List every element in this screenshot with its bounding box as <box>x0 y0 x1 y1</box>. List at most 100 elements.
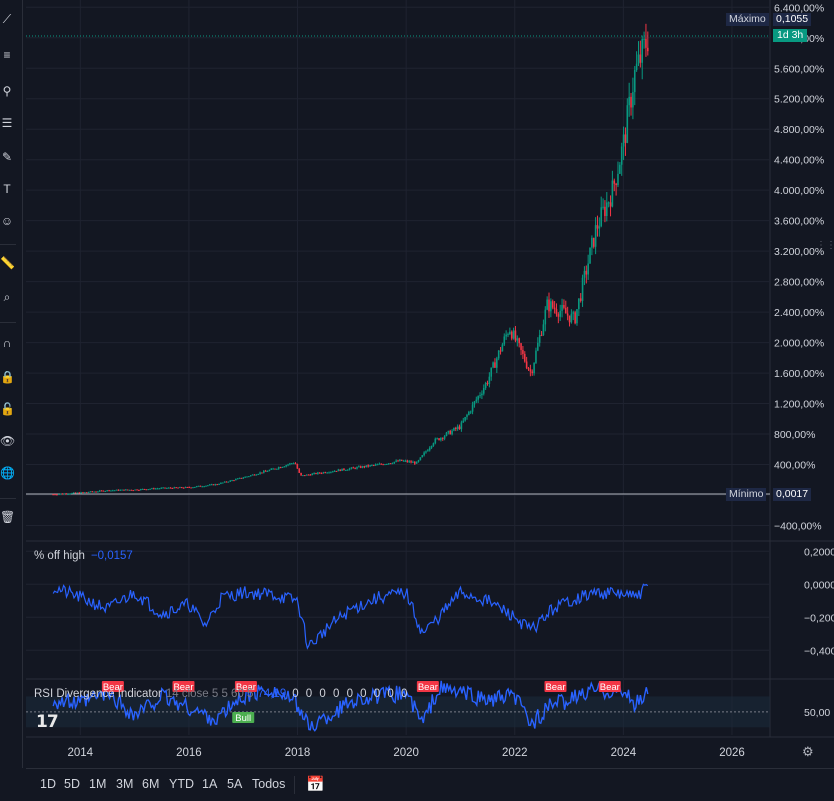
candle-body <box>236 478 239 480</box>
candle-body <box>167 487 170 489</box>
candle-body <box>423 452 425 456</box>
globe-icon[interactable]: 🌐 <box>0 466 15 480</box>
candle-body <box>164 487 166 489</box>
range-1m-button[interactable]: 1M <box>89 777 107 791</box>
candle-body <box>197 485 200 487</box>
candle-body <box>417 460 420 462</box>
forecast-icon[interactable]: ☰ <box>1 116 13 130</box>
candle-body <box>555 308 558 315</box>
fib-retracement-icon[interactable]: ≡ <box>3 48 11 62</box>
lock-icon[interactable]: 🔓 <box>0 402 15 416</box>
trash-icon[interactable]: 🗑 <box>0 510 16 524</box>
divergence-label: Bear <box>103 682 123 693</box>
candle-body <box>346 469 349 471</box>
candle-body <box>218 483 220 485</box>
candle-body <box>402 460 405 462</box>
candle-body <box>153 488 155 490</box>
range-ytd-button[interactable]: YTD <box>169 777 194 791</box>
candle-body <box>214 484 217 486</box>
candle-body <box>235 479 237 481</box>
magnet-icon[interactable]: ∩ <box>2 336 12 350</box>
price-scale-grip-icon[interactable]: ⋮⋮ <box>816 240 834 251</box>
candle-body <box>69 493 71 495</box>
candle-body <box>98 490 101 492</box>
candle-body <box>578 298 580 310</box>
y-tick-label: 400,00% <box>774 460 815 472</box>
date-range-calendar-icon[interactable]: 📅 <box>306 776 325 793</box>
candle-body <box>386 463 388 465</box>
candle-body <box>309 474 312 476</box>
candle-body <box>624 134 627 143</box>
candle-body <box>537 342 539 351</box>
candle-body <box>348 468 351 470</box>
candle-body <box>529 369 532 372</box>
range-6m-button[interactable]: 6M <box>142 777 160 791</box>
candle-body <box>266 471 269 473</box>
range-1a-button[interactable]: 1A <box>202 777 218 791</box>
candle-body <box>328 472 330 474</box>
candle-body <box>535 350 537 363</box>
candle-body <box>102 490 105 492</box>
rsi-params: 14 close 5 5 60 5 <box>165 688 254 700</box>
brush-icon[interactable]: ✎ <box>1 150 13 164</box>
candle-body <box>257 473 260 475</box>
range-5a-button[interactable]: 5A <box>227 777 243 791</box>
candle-body <box>589 247 591 264</box>
candle-body <box>246 476 248 478</box>
chart-area[interactable]: 20142016201820202022202420266.400,00%6.0… <box>26 0 834 768</box>
lock-drawing-icon[interactable]: 🔒 <box>0 370 15 384</box>
candle-body <box>78 492 81 494</box>
candle-body <box>272 468 274 470</box>
candle-body <box>221 482 224 484</box>
range-toolbar: 1D 5D 1M 3M 6M YTD 1A 5A Todos 📅 <box>26 768 834 801</box>
candle-body <box>100 490 103 492</box>
emoji-icon[interactable]: ☺ <box>0 214 14 228</box>
candle-body <box>516 338 519 341</box>
trend-line-icon[interactable]: ⟋ <box>2 12 12 26</box>
x-tick-label: 2014 <box>68 747 94 759</box>
min-marker-value: 0,0017 <box>773 488 812 501</box>
ruler-icon[interactable]: 📏 <box>0 256 15 270</box>
settings-gear-icon[interactable]: ⚙ <box>802 744 814 759</box>
rsi-legend[interactable]: RSI Divergence Indicator 14 close 5 5 60 … <box>34 688 409 700</box>
candle-body <box>318 472 321 474</box>
candle-body <box>97 491 99 493</box>
candle-body <box>300 472 302 476</box>
candle-body <box>147 489 150 491</box>
candle-body <box>440 437 442 441</box>
hide-icon[interactable]: 👁 <box>0 434 16 448</box>
zoom-icon[interactable]: ⌕ <box>3 290 11 304</box>
candle-body <box>128 489 131 491</box>
range-3m-button[interactable]: 3M <box>116 777 134 791</box>
candle-body <box>553 307 556 309</box>
range-all-button[interactable]: Todos <box>252 777 286 791</box>
candle-body <box>276 468 278 470</box>
tradingview-logo[interactable]: 17 <box>36 712 59 732</box>
y-tick-label: 5.600,00% <box>774 63 824 75</box>
divergence-label: Bear <box>418 682 438 693</box>
candle-body <box>406 460 409 463</box>
candle-body <box>369 465 371 467</box>
candle-body <box>455 427 457 429</box>
candle-body <box>507 334 509 336</box>
candle-body <box>412 461 414 463</box>
candle-body <box>587 263 589 275</box>
divergence-label: Bear <box>600 682 620 693</box>
rsi-series-line <box>52 680 649 732</box>
candle-body <box>635 63 638 71</box>
candle-body <box>488 376 491 384</box>
candle-body <box>445 432 448 436</box>
candle-body <box>61 493 64 495</box>
candle-body <box>290 463 293 465</box>
off-high-legend[interactable]: % off high −0,0157 <box>34 550 133 562</box>
text-icon[interactable]: T <box>3 182 11 196</box>
range-1d-button[interactable]: 1D <box>40 777 56 791</box>
min-marker-label: Mínimo <box>726 488 767 501</box>
candle-body <box>123 489 125 491</box>
candle-body <box>244 476 246 478</box>
range-5d-button[interactable]: 5D <box>64 777 80 791</box>
candle-body <box>583 270 586 278</box>
pattern-icon[interactable]: ⚲ <box>2 84 12 98</box>
candle-body <box>482 387 485 394</box>
candle-body <box>643 38 645 40</box>
